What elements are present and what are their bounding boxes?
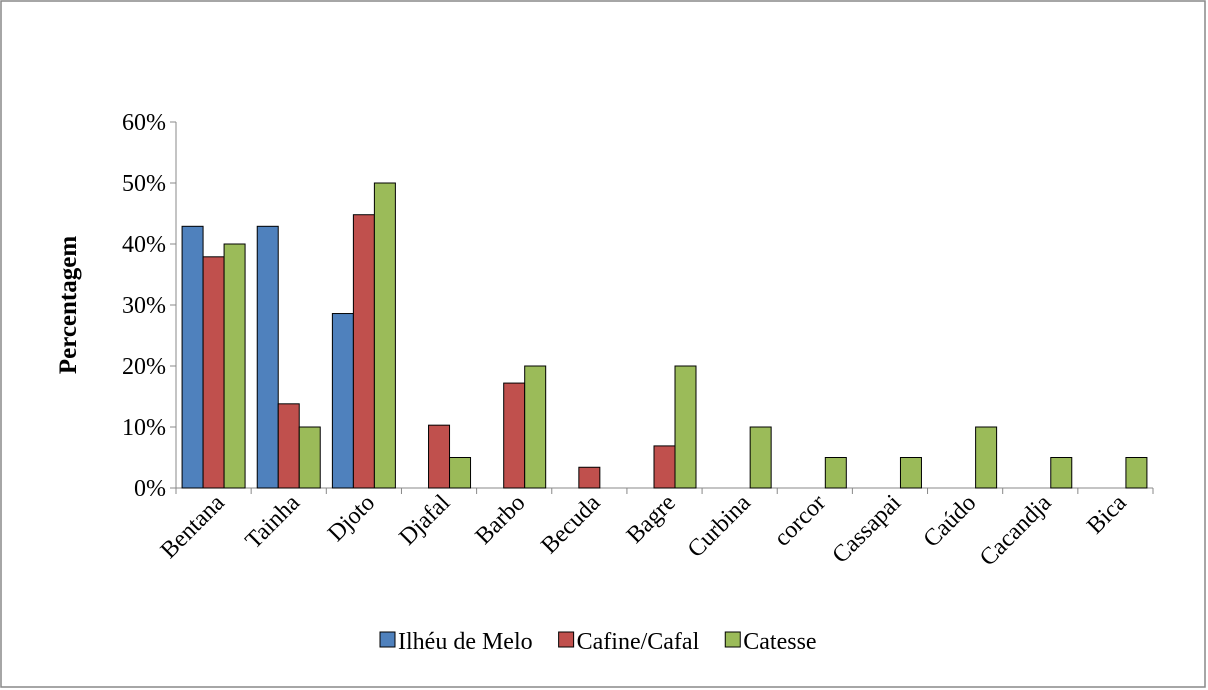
y-tick-label: 10%: [122, 415, 166, 441]
bar: [352, 214, 375, 489]
bar: [824, 457, 847, 489]
bar: [202, 256, 225, 489]
bar: [653, 445, 676, 489]
bar: [449, 457, 472, 489]
legend-label: Catesse: [743, 629, 816, 655]
legend-label: Ilhéu de Melo: [398, 629, 533, 655]
bar: [298, 426, 321, 489]
bar: [256, 225, 279, 489]
bar: [578, 466, 601, 489]
legend-swatch: [724, 631, 741, 648]
bar: [503, 382, 526, 489]
y-tick-label: 30%: [122, 293, 166, 319]
bar: [975, 426, 998, 489]
y-tick-label: 0%: [134, 476, 166, 502]
bar: [524, 365, 547, 489]
bar: [223, 243, 246, 489]
legend-label: Cafine/Cafal: [577, 629, 700, 655]
bar: [428, 424, 451, 489]
bar: [674, 365, 697, 489]
y-tick-label: 50%: [122, 171, 166, 197]
bar: [181, 225, 204, 489]
y-tick-label: 60%: [122, 110, 166, 136]
bar: [331, 313, 354, 489]
bar: [1125, 457, 1148, 489]
y-axis-label: Percentagem: [55, 236, 82, 375]
bar: [749, 426, 772, 489]
bar: [899, 457, 922, 489]
y-tick-label: 20%: [122, 354, 166, 380]
bar: [373, 182, 396, 489]
y-tick-label: 40%: [122, 232, 166, 258]
bar: [1050, 457, 1073, 489]
bar: [277, 403, 300, 489]
legend-swatch: [379, 631, 396, 648]
legend-swatch: [558, 631, 575, 648]
